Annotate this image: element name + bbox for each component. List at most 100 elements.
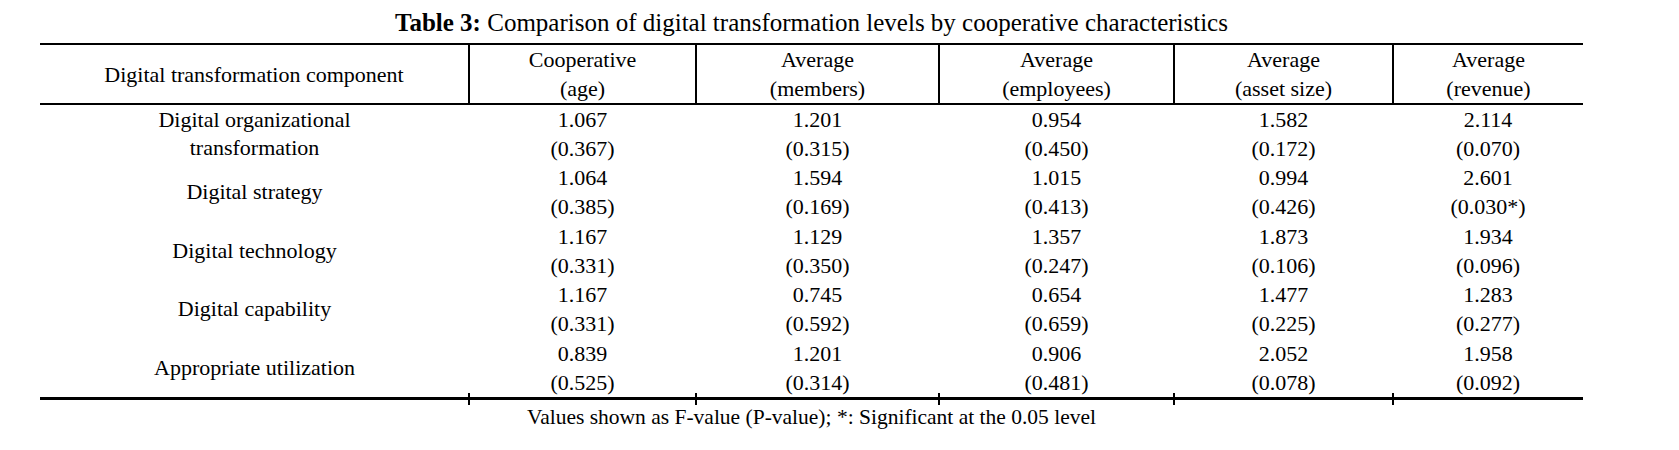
row-label-line1: Digital capability: [40, 295, 469, 323]
column-header-line2: (age): [470, 74, 695, 103]
f-value: 0.954: [939, 105, 1174, 134]
p-value: (0.659): [939, 309, 1174, 338]
column-header-line2: (revenue): [1394, 74, 1583, 103]
row-label-line1: Digital organizational: [40, 106, 469, 134]
paper-table-figure: Table 3: Comparison of digital transform…: [0, 0, 1679, 450]
p-value: (0.096): [1393, 251, 1583, 280]
table-row: Digital strategy 1.064 (0.385) 1.594 (0.…: [40, 163, 1583, 222]
p-value: (0.481): [939, 368, 1174, 397]
p-value: (0.030*): [1393, 192, 1583, 221]
p-value: (0.331): [469, 251, 696, 280]
value-cell: 1.283 (0.277): [1393, 280, 1583, 339]
row-label-line1: Appropriate utilization: [40, 354, 469, 382]
value-cell: 1.934 (0.096): [1393, 222, 1583, 281]
value-cell: 1.582 (0.172): [1174, 104, 1393, 163]
row-label: Appropriate utilization: [40, 339, 469, 399]
row-label-line1: Digital technology: [40, 237, 469, 265]
value-cell: 1.201 (0.314): [696, 339, 939, 399]
f-value: 1.477: [1174, 280, 1393, 309]
column-header-line2: (members): [697, 74, 938, 103]
f-value: 1.067: [469, 105, 696, 134]
value-cell: 1.015 (0.413): [939, 163, 1174, 222]
value-cell: 1.958 (0.092): [1393, 339, 1583, 399]
f-value: 1.201: [696, 339, 939, 368]
row-label-line2: transformation: [40, 134, 469, 162]
f-value: 1.167: [469, 222, 696, 251]
f-value: 0.654: [939, 280, 1174, 309]
f-value: 0.839: [469, 339, 696, 368]
f-value: 1.873: [1174, 222, 1393, 251]
column-header-line2: (employees): [940, 74, 1173, 103]
p-value: (0.172): [1174, 134, 1393, 163]
p-value: (0.106): [1174, 251, 1393, 280]
comparison-table: Digital transformation component Coopera…: [40, 43, 1583, 400]
p-value: (0.413): [939, 192, 1174, 221]
table-footnote: Values shown as F-value (P-value); *: Si…: [40, 404, 1583, 430]
header-row: Digital transformation component Coopera…: [40, 44, 1583, 104]
column-header-line1: Average: [1175, 45, 1392, 74]
value-cell: 1.873 (0.106): [1174, 222, 1393, 281]
f-value: 1.357: [939, 222, 1174, 251]
p-value: (0.247): [939, 251, 1174, 280]
p-value: (0.315): [696, 134, 939, 163]
value-cell: 0.839 (0.525): [469, 339, 696, 399]
column-header-line2: (asset size): [1175, 74, 1392, 103]
f-value: 1.934: [1393, 222, 1583, 251]
f-value: 2.052: [1174, 339, 1393, 368]
p-value: (0.592): [696, 309, 939, 338]
row-label: Digital strategy: [40, 163, 469, 222]
value-cell: 0.954 (0.450): [939, 104, 1174, 163]
column-header-line1: Average: [1394, 45, 1583, 74]
f-value: 1.129: [696, 222, 939, 251]
table-title-label: Table 3:: [395, 9, 481, 36]
value-cell: 1.357 (0.247): [939, 222, 1174, 281]
column-header-employees: Average (employees): [939, 44, 1174, 104]
row-label-line1: Digital strategy: [40, 178, 469, 206]
table-row: Digital capability 1.167 (0.331) 0.745 (…: [40, 280, 1583, 339]
p-value: (0.070): [1393, 134, 1583, 163]
column-header-line1: Average: [940, 45, 1173, 74]
value-cell: 2.114 (0.070): [1393, 104, 1583, 163]
f-value: 1.201: [696, 105, 939, 134]
p-value: (0.169): [696, 192, 939, 221]
value-cell: 0.906 (0.481): [939, 339, 1174, 399]
column-header-line1: Digital transformation component: [40, 60, 468, 89]
table-row: Digital organizational transformation 1.…: [40, 104, 1583, 163]
f-value: 0.994: [1174, 163, 1393, 192]
value-cell: 0.654 (0.659): [939, 280, 1174, 339]
table-row: Digital technology 1.167 (0.331) 1.129 (…: [40, 222, 1583, 281]
row-label: Digital technology: [40, 222, 469, 281]
value-cell: 1.201 (0.315): [696, 104, 939, 163]
f-value: 1.167: [469, 280, 696, 309]
p-value: (0.331): [469, 309, 696, 338]
table-title-text: Comparison of digital transformation lev…: [487, 9, 1228, 36]
table-title: Table 3: Comparison of digital transform…: [40, 7, 1583, 39]
f-value: 2.114: [1393, 105, 1583, 134]
column-header-component: Digital transformation component: [40, 44, 469, 104]
p-value: (0.092): [1393, 368, 1583, 397]
value-cell: 2.052 (0.078): [1174, 339, 1393, 399]
column-header-members: Average (members): [696, 44, 939, 104]
p-value: (0.426): [1174, 192, 1393, 221]
column-header-revenue: Average (revenue): [1393, 44, 1583, 104]
f-value: 1.283: [1393, 280, 1583, 309]
f-value: 1.958: [1393, 339, 1583, 368]
value-cell: 1.167 (0.331): [469, 222, 696, 281]
f-value: 1.582: [1174, 105, 1393, 134]
p-value: (0.078): [1174, 368, 1393, 397]
value-cell: 1.477 (0.225): [1174, 280, 1393, 339]
f-value: 1.594: [696, 163, 939, 192]
p-value: (0.450): [939, 134, 1174, 163]
value-cell: 1.129 (0.350): [696, 222, 939, 281]
p-value: (0.350): [696, 251, 939, 280]
column-header-line1: Average: [697, 45, 938, 74]
f-value: 0.906: [939, 339, 1174, 368]
value-cell: 0.994 (0.426): [1174, 163, 1393, 222]
row-label: Digital organizational transformation: [40, 104, 469, 163]
row-label: Digital capability: [40, 280, 469, 339]
f-value: 1.015: [939, 163, 1174, 192]
p-value: (0.385): [469, 192, 696, 221]
table-row: Appropriate utilization 0.839 (0.525) 1.…: [40, 339, 1583, 399]
value-cell: 1.167 (0.331): [469, 280, 696, 339]
p-value: (0.225): [1174, 309, 1393, 338]
